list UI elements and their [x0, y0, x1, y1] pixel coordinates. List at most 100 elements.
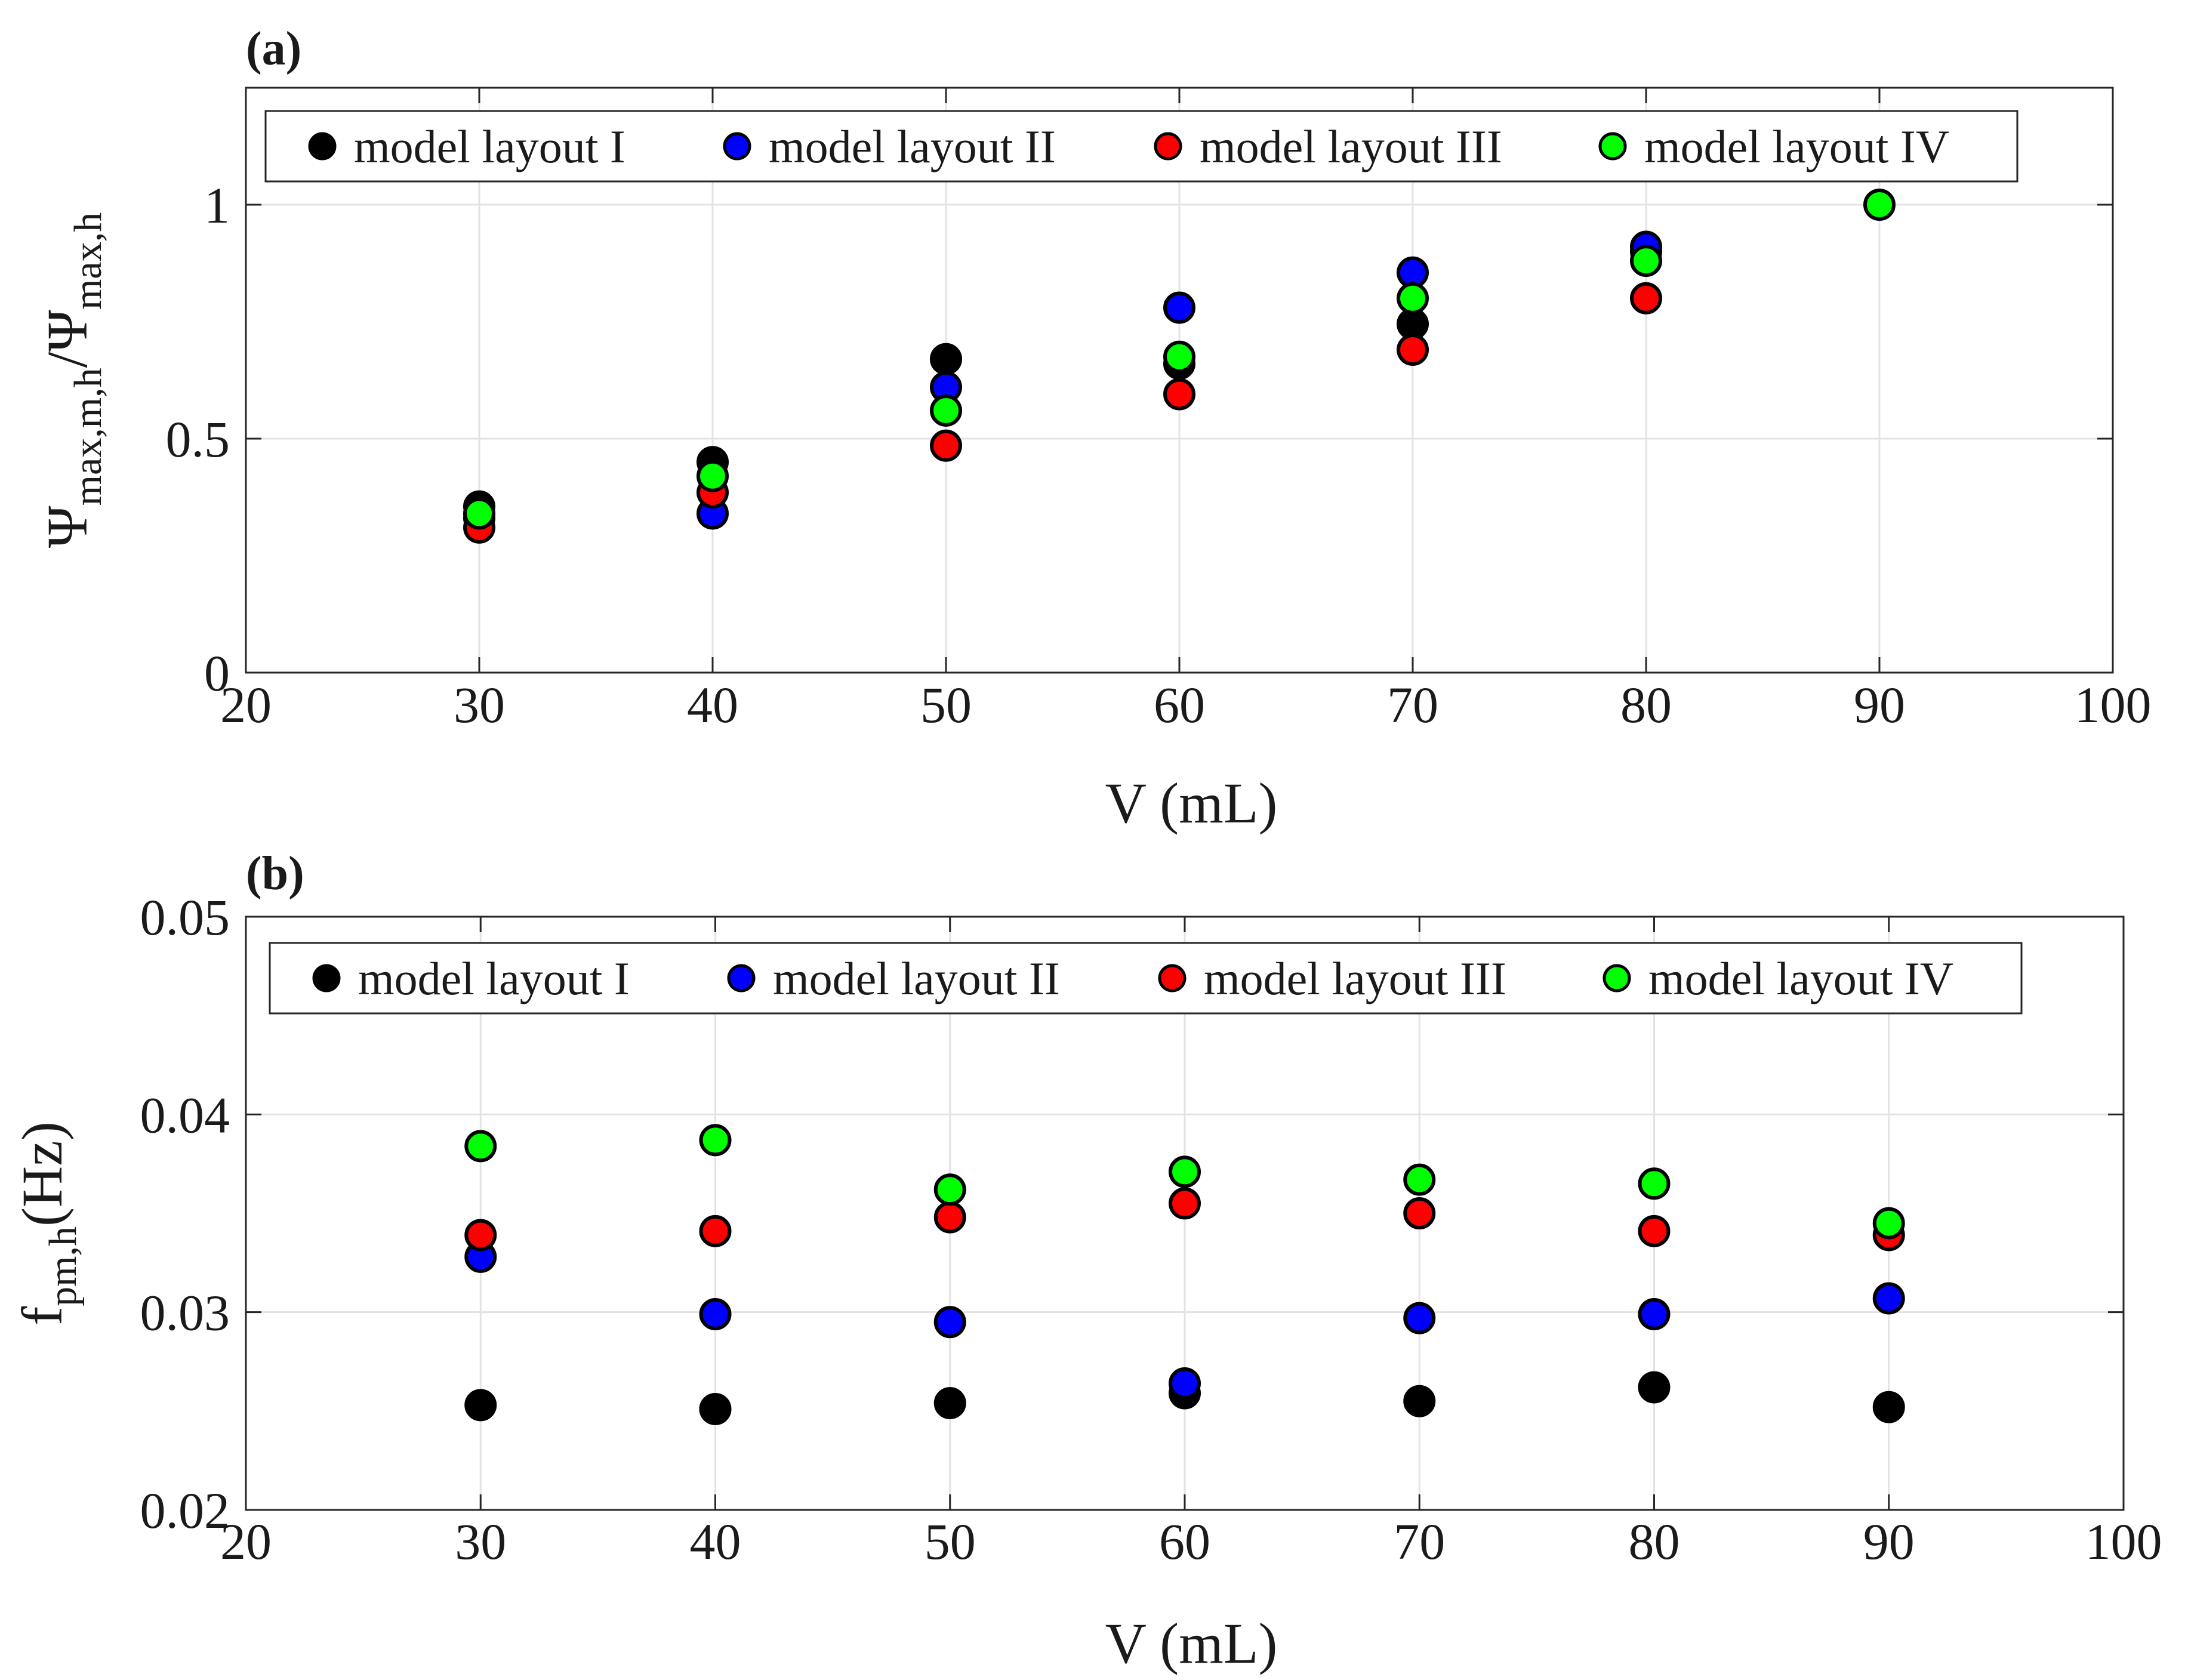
panel-a-legend-label-layout-I: model layout I — [354, 121, 625, 172]
panel-b-point-layout-IV — [1169, 1155, 1201, 1188]
panel-a-y-tick-label: 1 — [204, 177, 230, 234]
panel-a-y-tick-label: 0 — [204, 645, 230, 702]
panel-a-point-layout-IV — [1863, 189, 1896, 221]
panel-b-legend-label-layout-III: model layout III — [1204, 952, 1506, 1004]
panel-b-point-layout-IV — [1403, 1163, 1436, 1196]
panel-b-point-layout-I — [464, 1389, 497, 1422]
panel-b-point-layout-III — [1169, 1187, 1201, 1220]
panel-b-point-layout-III — [699, 1214, 732, 1247]
panel-b-point-layout-III — [1638, 1214, 1671, 1247]
panel-a-ticks: 20 30 40 50 60 70 80 90 100 0 0.5 1 — [166, 88, 2152, 733]
panel-a-legend-marker-layout-III — [1154, 132, 1182, 161]
panel-a-x-tick-label: 40 — [687, 676, 738, 733]
panel-a-label: (a) — [246, 23, 301, 75]
panel-a-y-axis-slash: / — [35, 352, 99, 368]
panel-a-x-tick-label: 100 — [2075, 676, 2152, 733]
panel-b-x-tick-label: 40 — [690, 1513, 741, 1570]
panel-a-legend-box — [264, 110, 2018, 183]
panel-b-x-tick-label: 60 — [1159, 1513, 1210, 1570]
panel-b-point-layout-II — [1638, 1297, 1671, 1330]
panel-a-point-layout-II — [1163, 291, 1195, 324]
panel-b-point-layout-II — [1872, 1282, 1905, 1315]
panel-a-y-axis-psi-2: Ψ — [35, 310, 99, 352]
panel-b-x-tick-label: 100 — [2085, 1513, 2162, 1570]
panel-a-point-layout-IV — [463, 497, 495, 530]
panel-b-y-tick-label: 0.05 — [140, 889, 230, 946]
panel-b-x-tick-label: 80 — [1629, 1513, 1680, 1570]
panel-a-point-layout-III — [1397, 334, 1429, 366]
panel-b-legend-marker-layout-I — [312, 964, 341, 992]
panel-b-point-layout-I — [1638, 1371, 1671, 1404]
panel-a-x-tick-label: 50 — [920, 676, 972, 733]
panel-a-point-layout-III — [930, 429, 962, 462]
panel-b-point-layout-II — [933, 1306, 966, 1339]
panel-a-point-layout-IV — [697, 460, 729, 492]
panel-a-points — [463, 189, 1896, 544]
panel-a-point-layout-III — [1163, 378, 1195, 411]
panel-b-y-tick-label: 0.04 — [140, 1086, 230, 1143]
panel-b-y-axis-sub: pm,h — [41, 1226, 85, 1306]
panel-b-x-tick-label: 70 — [1394, 1513, 1445, 1570]
panel-b-legend-marker-layout-III — [1158, 964, 1187, 992]
panel-b-y-axis-main: f — [10, 1306, 74, 1325]
panel-b-point-layout-IV — [1872, 1207, 1905, 1240]
panel-a-point-layout-I — [930, 343, 962, 375]
panel-b-point-layout-IV — [1638, 1167, 1671, 1200]
panel-a-legend-marker-layout-I — [308, 132, 337, 161]
panel-a-point-layout-IV — [930, 394, 962, 427]
panel-a-legend-marker-layout-IV — [1598, 132, 1627, 161]
panel-a-x-tick-label: 60 — [1154, 676, 1205, 733]
panel-b-point-layout-I — [933, 1387, 966, 1420]
panel-b-point-layout-III — [1403, 1197, 1436, 1229]
panel-b-point-layout-IV — [699, 1124, 732, 1157]
panel-b-x-tick-label: 90 — [1863, 1513, 1915, 1570]
panel-a-y-axis-sub-2: max,h — [66, 212, 110, 310]
panel-b-ticks: 20 30 40 50 60 70 80 90 100 0.02 0.03 0.04 0.05 — [140, 889, 2162, 1570]
panel-b-y-tick-label: 0.03 — [140, 1284, 230, 1342]
panel-b-y-tick-label: 0.02 — [140, 1482, 230, 1539]
panel-b-point-layout-II — [1169, 1367, 1201, 1400]
panel-b-label: (b) — [246, 847, 304, 900]
panel-b-points — [464, 1124, 1905, 1426]
panel-b-point-layout-II — [1403, 1302, 1436, 1334]
panel-b-legend-marker-layout-II — [727, 964, 756, 992]
panel-a-point-layout-IV — [1163, 340, 1195, 373]
panel-a-x-tick-label: 20 — [220, 676, 272, 733]
panel-a-x-axis-title: V (mL) — [1105, 771, 1278, 835]
panel-a-point-layout-IV — [1397, 282, 1429, 315]
panel-a: (a) 20 30 40 50 60 70 80 90 100 0 0.5 1 model layou… — [35, 23, 2152, 835]
panel-b-point-layout-III — [933, 1201, 966, 1234]
panel-b-legend-marker-layout-IV — [1603, 964, 1631, 992]
panel-a-point-layout-IV — [1630, 245, 1662, 278]
panel-a-y-axis-psi-1: Ψ — [35, 505, 99, 548]
panel-b-point-layout-I — [1872, 1391, 1905, 1423]
panel-b-y-axis-title: fpm,h(Hz) — [10, 1121, 85, 1325]
panel-b-x-axis-title: V (mL) — [1105, 1611, 1278, 1675]
panel-b-point-layout-IV — [933, 1173, 966, 1206]
panel-b-point-layout-I — [699, 1393, 732, 1426]
panel-b-point-layout-II — [699, 1297, 732, 1330]
panel-a-legend-marker-layout-II — [723, 132, 751, 161]
panel-a-point-layout-III — [1630, 282, 1662, 315]
panel-b-x-tick-label: 50 — [924, 1513, 976, 1570]
panel-b-point-layout-I — [1403, 1385, 1436, 1417]
panel-a-x-tick-label: 70 — [1387, 676, 1438, 733]
panel-b-legend: model layout I model layout II model lay… — [269, 942, 2023, 1015]
panel-b-y-axis-unit: (Hz) — [10, 1121, 74, 1226]
panel-b-point-layout-III — [464, 1219, 497, 1251]
panel-a-legend-label-layout-II: model layout II — [769, 121, 1056, 172]
panel-a-legend: model layout I model layout II model lay… — [264, 110, 2018, 183]
panel-b-legend-label-layout-I: model layout I — [358, 952, 630, 1004]
panel-a-y-axis-sub-1: max,m,h — [66, 368, 110, 505]
panel-b-legend-label-layout-IV: model layout IV — [1648, 952, 1953, 1004]
panel-b: (b) 20 30 40 50 60 70 80 90 1000.020.030.040.05 … — [10, 847, 2162, 1675]
panel-a-y-tick-label: 0.5 — [166, 411, 230, 468]
panel-b-point-layout-IV — [464, 1130, 497, 1163]
panel-a-legend-label-layout-III: model layout III — [1200, 121, 1502, 172]
panel-b-legend-label-layout-II: model layout II — [773, 952, 1060, 1004]
panel-b-x-tick-label: 30 — [455, 1513, 506, 1570]
panel-a-legend-label-layout-IV: model layout IV — [1644, 121, 1949, 172]
panel-b-legend-box — [269, 942, 2023, 1015]
